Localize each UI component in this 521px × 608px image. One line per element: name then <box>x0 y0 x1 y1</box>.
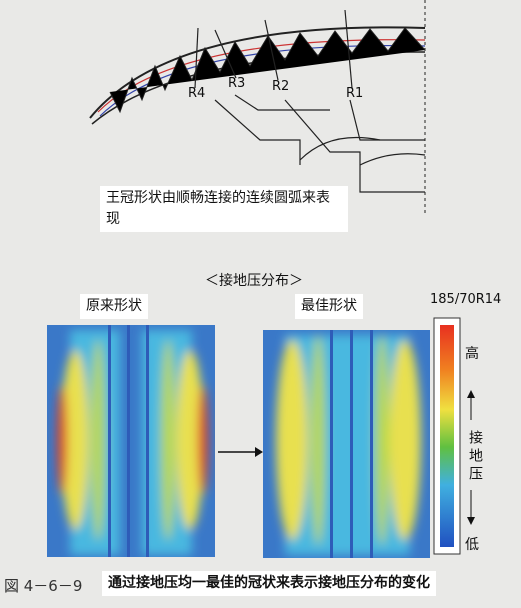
radius-label: R4 <box>188 86 206 101</box>
figure-number: 図 4－6－9 <box>4 577 83 595</box>
figure-caption: 通过接地压均一最佳的冠状来表示接地压分布的变化 <box>102 571 436 596</box>
panel-label: 最佳形状 <box>295 294 363 319</box>
radius-label: R2 <box>272 79 290 94</box>
caption-box: 王冠形状由顺畅连接的连续圆弧来表现 <box>100 186 348 232</box>
scale-high: 高 <box>465 346 479 362</box>
panel-label: 原来形状 <box>80 294 148 319</box>
heading: ＜接地压分布＞ <box>205 273 303 289</box>
radius-label: R3 <box>228 76 246 91</box>
tire-size: 185/70R14 <box>430 292 502 307</box>
scale-low: 低 <box>465 537 479 553</box>
radius-label: R1 <box>346 86 364 101</box>
scale-label: 接地压 <box>467 430 483 484</box>
